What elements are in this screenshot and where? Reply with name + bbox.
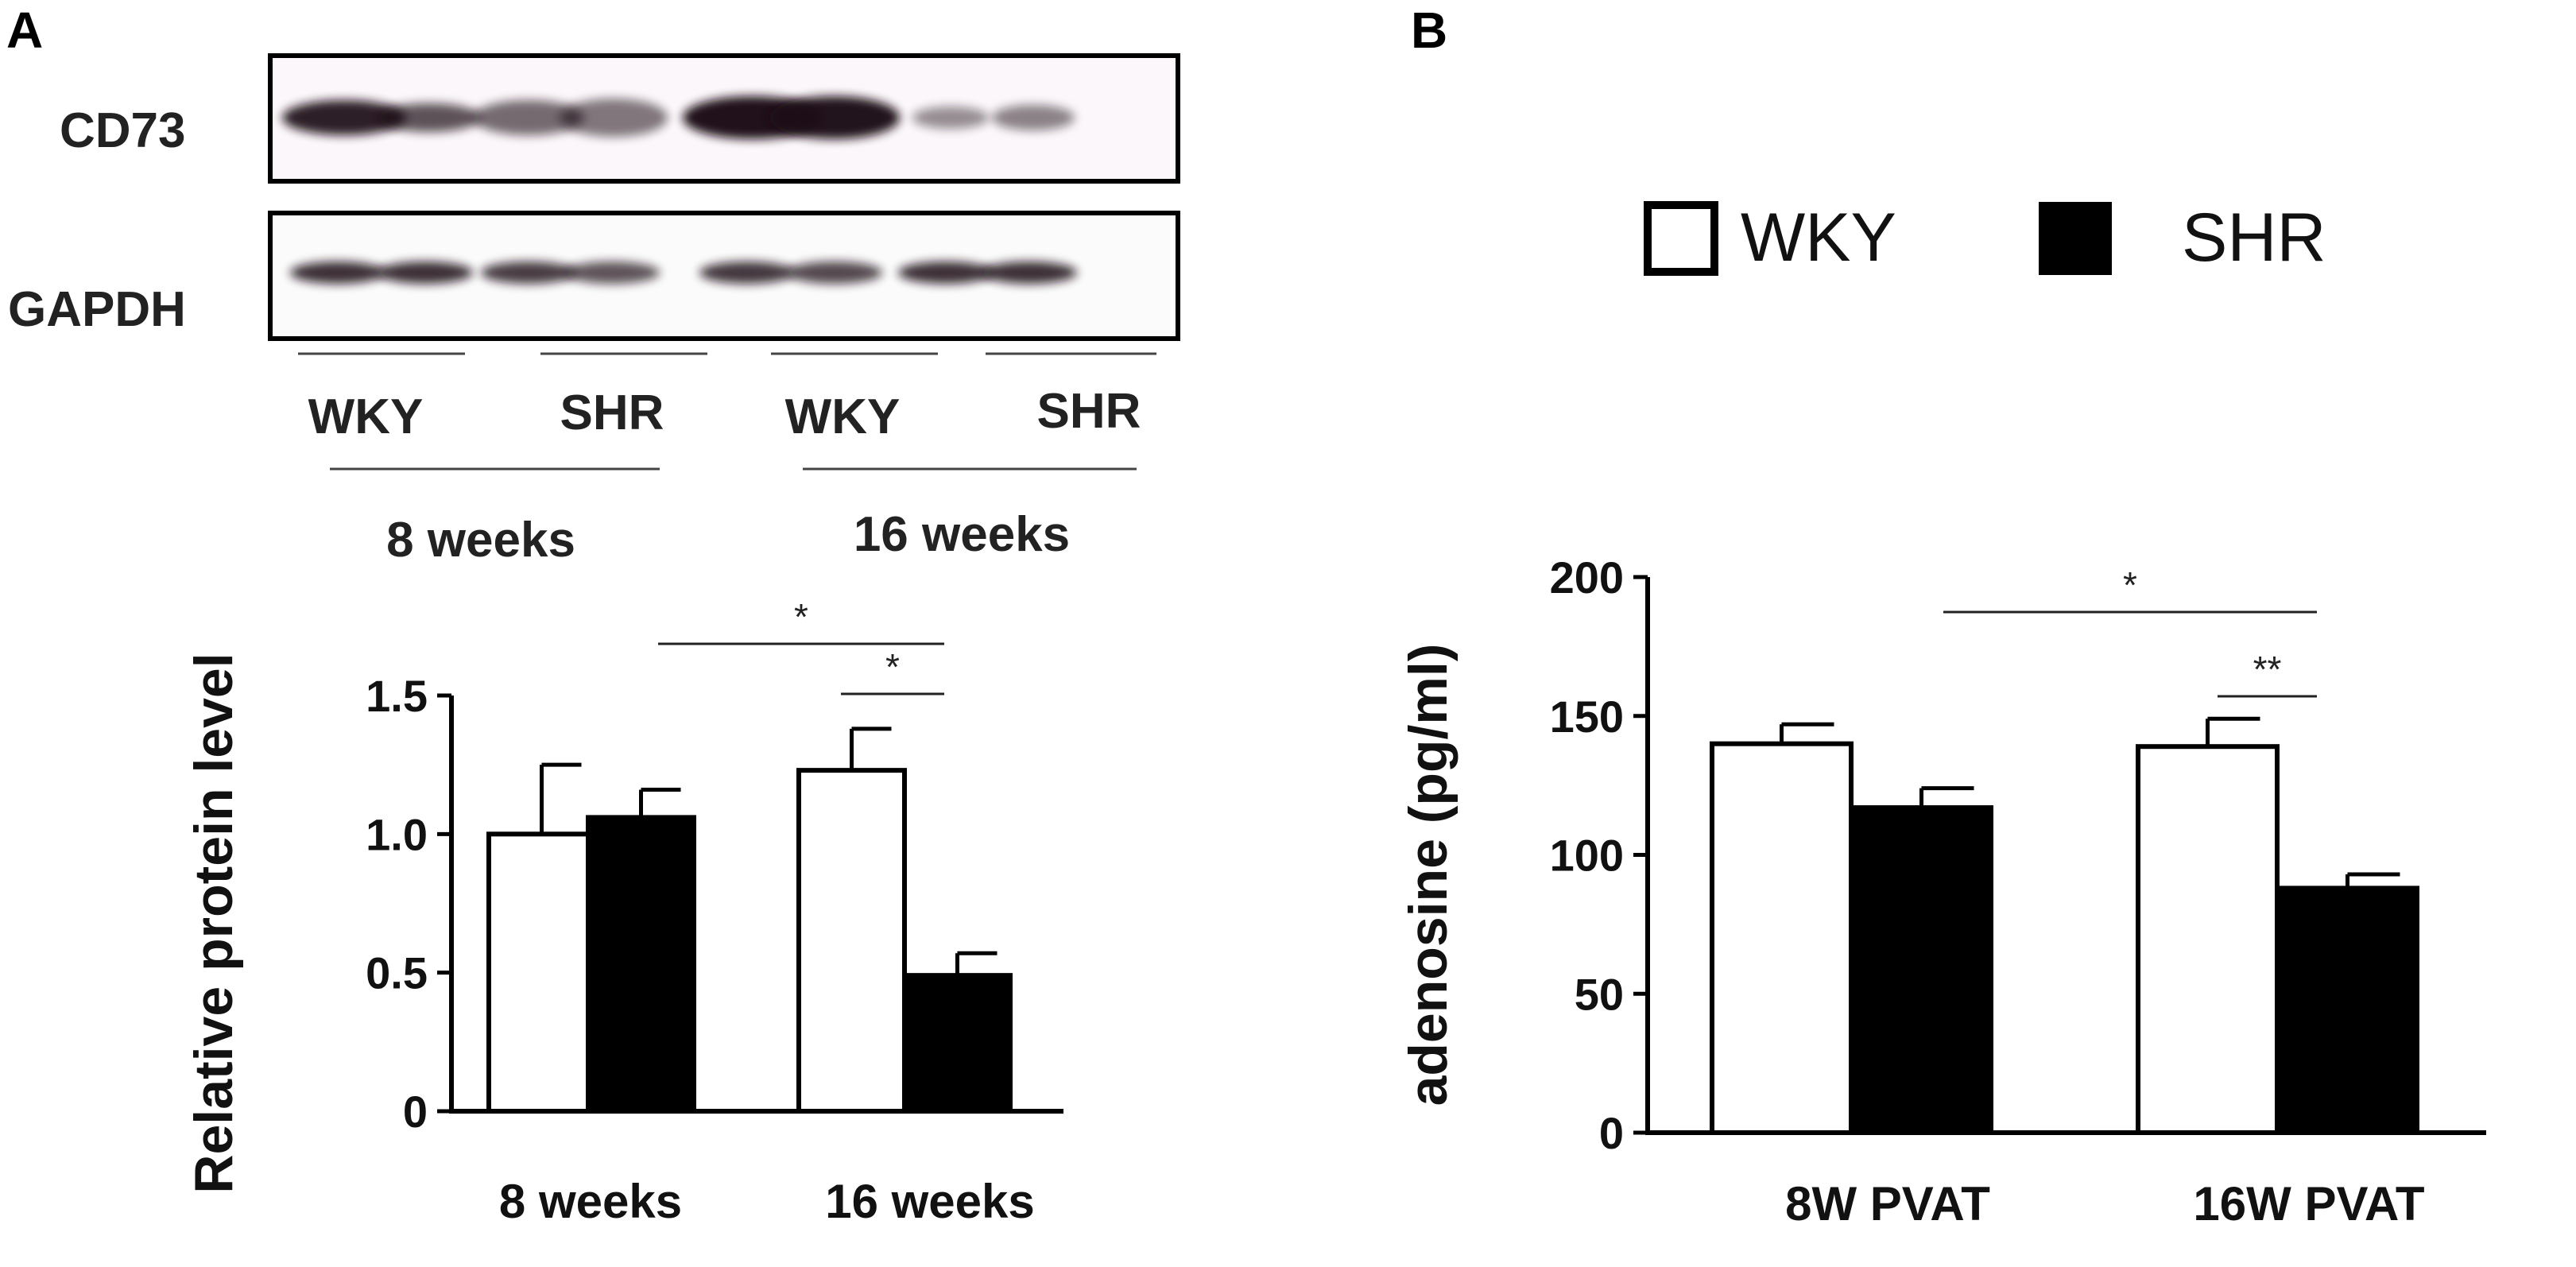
gapdh-band-1 — [290, 262, 385, 284]
lane-label-shr-8w: SHR — [560, 386, 664, 440]
gapdh-band-6 — [787, 262, 882, 284]
x-category-label-0: 8W PVAT — [1785, 1177, 1990, 1230]
gapdh-band-8 — [982, 262, 1077, 284]
bar-shr-0 — [586, 815, 696, 1114]
y-tick-label-2: 100 — [1550, 831, 1624, 881]
bar-wky-1 — [2136, 744, 2280, 1135]
panel-b-letter: B — [1411, 2, 1447, 59]
y-tick-label-3: 1.5 — [366, 671, 428, 721]
significance-marker-1: * — [885, 646, 900, 688]
gapdh-band-3 — [481, 262, 576, 284]
legend: WKY SHR — [1644, 200, 2326, 276]
cd73-band-8 — [992, 105, 1075, 130]
y-axis-title: Relative protein level — [184, 653, 244, 1193]
gapdh-band-4 — [564, 262, 660, 284]
y-tick-label-0: 0 — [1599, 1108, 1624, 1158]
age-label-16w: 16 weeks — [854, 507, 1070, 562]
bar-shr-1 — [2276, 885, 2419, 1135]
lane-label-shr-16w: SHR — [1037, 384, 1141, 439]
bar-shr-0 — [1850, 805, 1993, 1136]
blot-row-label-gapdh: GAPDH — [8, 282, 186, 337]
y-tick-label-3: 150 — [1550, 692, 1624, 742]
cd73-band-6 — [769, 96, 900, 139]
gapdh-band-5 — [699, 262, 795, 284]
lane-label-wky-8w: WKY — [308, 389, 424, 444]
cd73-band-2 — [378, 103, 481, 132]
significance-marker-0: * — [2123, 564, 2137, 606]
age-label-8w: 8 weeks — [386, 513, 575, 568]
bar-wky-0 — [486, 831, 597, 1114]
chart-b-adenosine: 0 50 100 150 200 adenosine (pg/ml) 8W PVAT 16W … — [1398, 552, 2486, 1230]
cd73-band-1 — [282, 100, 406, 135]
gapdh-bands — [290, 262, 1077, 284]
x-category-label-0: 8 weeks — [499, 1175, 682, 1228]
x-category-label-1: 16 weeks — [825, 1175, 1035, 1228]
y-tick-label-1: 50 — [1575, 969, 1624, 1019]
bar-shr-1 — [902, 973, 1013, 1114]
cd73-band-3 — [473, 100, 584, 135]
legend-label-shr: SHR — [2182, 200, 2326, 276]
bar-wky-1 — [796, 768, 907, 1114]
legend-swatch-shr — [2039, 202, 2112, 275]
blot-row-label-cd73: CD73 — [60, 103, 186, 158]
x-category-label-1: 16W PVAT — [2193, 1177, 2424, 1230]
panel-a-letter: A — [6, 2, 43, 59]
legend-swatch-wky — [1644, 201, 1718, 276]
gapdh-band-7 — [898, 262, 994, 284]
legend-label-wky: WKY — [1741, 200, 1896, 276]
y-tick-label-0: 0 — [403, 1087, 428, 1137]
significance-marker-0: * — [794, 596, 808, 637]
significance-marker-1: ** — [2253, 649, 2282, 690]
lane-label-wky-16w: WKY — [785, 389, 901, 444]
y-tick-label-2: 1.0 — [366, 809, 428, 859]
cd73-bands — [282, 96, 1075, 139]
lane-group-lines — [298, 352, 1156, 471]
cd73-band-4 — [560, 99, 668, 137]
bar-wky-0 — [1710, 741, 1854, 1135]
y-tick-label-1: 0.5 — [366, 948, 428, 998]
y-axis-title: adenosine (pg/ml) — [1398, 644, 1458, 1106]
y-tick-label-4: 200 — [1550, 552, 1624, 603]
cd73-band-7 — [912, 107, 989, 129]
chart-a-relative-protein: 0 0.5 1.0 1.5 Relative protein level 8 weeks 1… — [184, 596, 1063, 1228]
western-blot — [268, 53, 1180, 341]
gapdh-band-2 — [378, 262, 473, 284]
